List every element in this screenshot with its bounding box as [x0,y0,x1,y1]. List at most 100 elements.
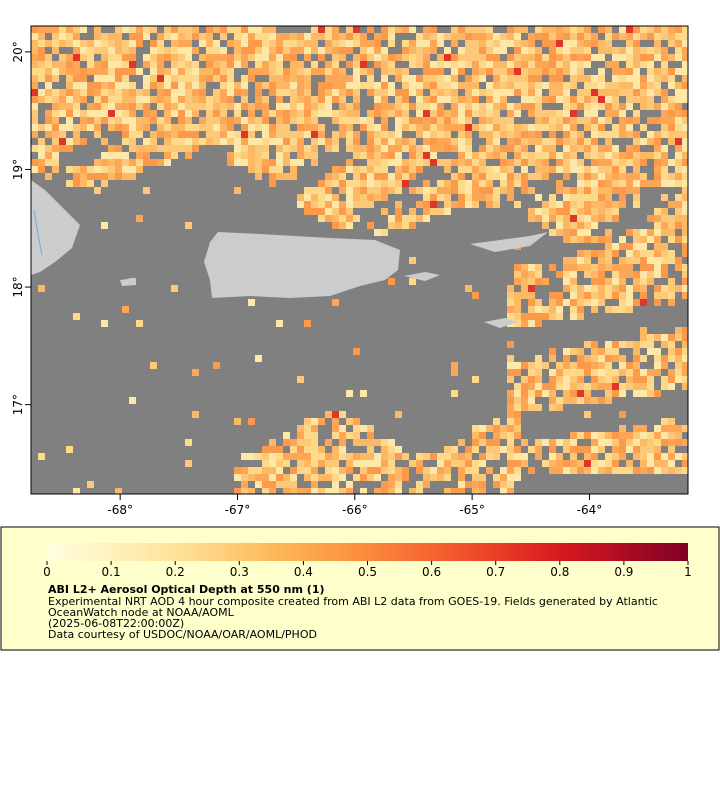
aerosol-pixel [360,425,367,432]
aerosol-pixel [94,82,101,89]
aerosol-pixel [647,376,654,383]
aerosol-pixel [493,124,500,131]
aerosol-pixel [297,110,304,117]
aerosol-pixel [661,453,668,460]
aerosol-pixel [437,61,444,68]
aerosol-pixel [73,54,80,61]
aerosol-pixel [115,26,122,33]
aerosol-pixel [563,369,570,376]
aerosol-pixel [479,460,486,467]
aerosol-pixel [101,82,108,89]
aerosol-pixel [332,75,339,82]
aerosol-pixel [514,425,521,432]
x-tick-label: -68° [107,503,133,517]
aerosol-pixel [269,124,276,131]
aerosol-pixel [682,159,688,166]
aerosol-layer [31,26,688,494]
aerosol-pixel [52,152,59,159]
aerosol-pixel [66,89,73,96]
aerosol-pixel [605,397,612,404]
aerosol-pixel [626,68,633,75]
aerosol-pixel [304,33,311,40]
aerosol-pixel [584,355,591,362]
aerosol-pixel [633,166,640,173]
aerosol-pixel [353,96,360,103]
aerosol-pixel [234,131,241,138]
aerosol-pixel [38,124,45,131]
aerosol-pixel [535,271,542,278]
aerosol-pixel [598,187,605,194]
aerosol-pixel [255,159,262,166]
aerosol-pixel [38,285,45,292]
aerosol-pixel [290,103,297,110]
aerosol-pixel [563,61,570,68]
aerosol-pixel [444,159,451,166]
aerosol-pixel [668,376,675,383]
aerosol-pixel [171,68,178,75]
aerosol-pixel [500,47,507,54]
aerosol-pixel [577,390,584,397]
aerosol-pixel [381,166,388,173]
aerosol-pixel [388,82,395,89]
aerosol-pixel [472,159,479,166]
aerosol-pixel [479,488,486,494]
aerosol-pixel [367,194,374,201]
aerosol-pixel [570,292,577,299]
aerosol-pixel [220,96,227,103]
aerosol-pixel [164,145,171,152]
aerosol-pixel [297,89,304,96]
aerosol-pixel [619,446,626,453]
aerosol-pixel [423,117,430,124]
aerosol-pixel [241,481,248,488]
aerosol-pixel [409,145,416,152]
aerosol-pixel [640,82,647,89]
aerosol-pixel [570,222,577,229]
aerosol-pixel [157,40,164,47]
aerosol-pixel [437,54,444,61]
aerosol-pixel [94,26,101,33]
aerosol-pixel [640,33,647,40]
aerosol-pixel [633,26,640,33]
aerosol-pixel [185,117,192,124]
aerosol-pixel [521,187,528,194]
aerosol-pixel [556,292,563,299]
aerosol-pixel [535,110,542,117]
aerosol-pixel [269,474,276,481]
aerosol-pixel [416,145,423,152]
aerosol-pixel [143,96,150,103]
aerosol-pixel [290,474,297,481]
aerosol-pixel [409,40,416,47]
aerosol-pixel [346,138,353,145]
aerosol-pixel [136,320,143,327]
aerosol-pixel [577,68,584,75]
aerosol-pixel [584,369,591,376]
aerosol-pixel [675,138,682,145]
aerosol-pixel [598,432,605,439]
aerosol-pixel [206,68,213,75]
aerosol-pixel [514,152,521,159]
aerosol-pixel [423,467,430,474]
aerosol-pixel [535,103,542,110]
aerosol-pixel [605,138,612,145]
aerosol-pixel [472,488,479,494]
aerosol-pixel [388,460,395,467]
aerosol-pixel [619,194,626,201]
aerosol-pixel [647,467,654,474]
aerosol-pixel [633,152,640,159]
aerosol-pixel [192,138,199,145]
aerosol-pixel [661,68,668,75]
aerosol-pixel [283,54,290,61]
aerosol-pixel [682,467,688,474]
aerosol-pixel [465,124,472,131]
aerosol-pixel [535,138,542,145]
aerosol-pixel [290,68,297,75]
aerosol-pixel [220,75,227,82]
aerosol-pixel [528,110,535,117]
aerosol-pixel [395,453,402,460]
aerosol-pixel [563,117,570,124]
aerosol-pixel [605,383,612,390]
aerosol-pixel [283,173,290,180]
aerosol-pixel [290,159,297,166]
aerosol-pixel [570,145,577,152]
aerosol-pixel [584,152,591,159]
